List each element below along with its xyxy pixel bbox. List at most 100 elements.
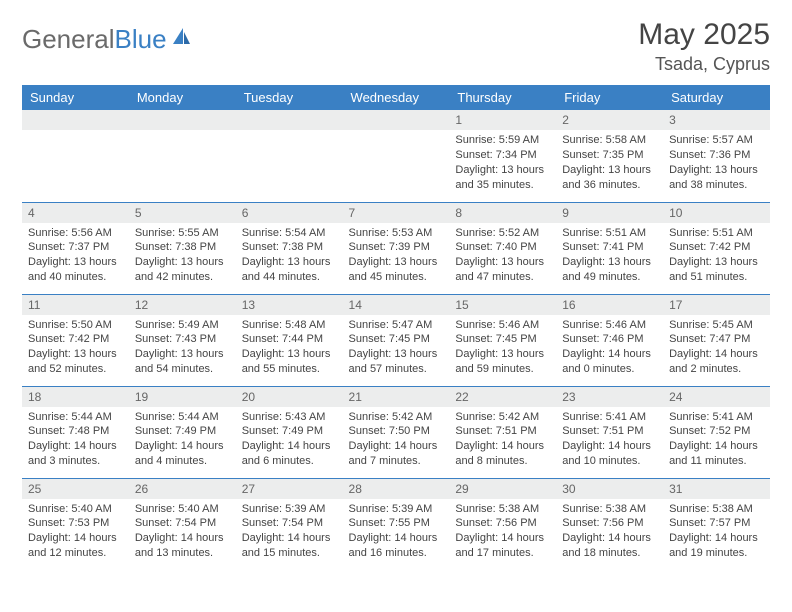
daylight-text: Daylight: 14 hours and 6 minutes. [242, 439, 337, 469]
calendar-cell: 25Sunrise: 5:40 AMSunset: 7:53 PMDayligh… [22, 478, 129, 570]
sunset-text: Sunset: 7:51 PM [455, 424, 550, 439]
day-data: Sunrise: 5:53 AMSunset: 7:39 PMDaylight:… [343, 223, 450, 289]
day-number: 12 [129, 295, 236, 315]
calendar-cell: 4Sunrise: 5:56 AMSunset: 7:37 PMDaylight… [22, 202, 129, 294]
calendar-cell: 26Sunrise: 5:40 AMSunset: 7:54 PMDayligh… [129, 478, 236, 570]
day-number: 2 [556, 110, 663, 130]
calendar-row: 1Sunrise: 5:59 AMSunset: 7:34 PMDaylight… [22, 110, 770, 202]
day-number: 4 [22, 203, 129, 223]
day-data: Sunrise: 5:39 AMSunset: 7:55 PMDaylight:… [343, 499, 450, 565]
day-data: Sunrise: 5:48 AMSunset: 7:44 PMDaylight:… [236, 315, 343, 381]
sunrise-text: Sunrise: 5:44 AM [28, 410, 123, 425]
daylight-text: Daylight: 14 hours and 16 minutes. [349, 531, 444, 561]
day-number: 26 [129, 479, 236, 499]
weekday-header: Sunday [22, 85, 129, 110]
calendar-cell: 27Sunrise: 5:39 AMSunset: 7:54 PMDayligh… [236, 478, 343, 570]
day-number: 18 [22, 387, 129, 407]
sunrise-text: Sunrise: 5:46 AM [562, 318, 657, 333]
sunrise-text: Sunrise: 5:42 AM [455, 410, 550, 425]
day-data: Sunrise: 5:38 AMSunset: 7:57 PMDaylight:… [663, 499, 770, 565]
sunset-text: Sunset: 7:57 PM [669, 516, 764, 531]
day-data: Sunrise: 5:38 AMSunset: 7:56 PMDaylight:… [449, 499, 556, 565]
day-number: 8 [449, 203, 556, 223]
day-data: Sunrise: 5:41 AMSunset: 7:51 PMDaylight:… [556, 407, 663, 473]
weekday-header: Tuesday [236, 85, 343, 110]
day-data: Sunrise: 5:44 AMSunset: 7:49 PMDaylight:… [129, 407, 236, 473]
day-number: 10 [663, 203, 770, 223]
sunrise-text: Sunrise: 5:59 AM [455, 133, 550, 148]
day-number: 14 [343, 295, 450, 315]
day-data: Sunrise: 5:58 AMSunset: 7:35 PMDaylight:… [556, 130, 663, 196]
sunrise-text: Sunrise: 5:44 AM [135, 410, 230, 425]
sunset-text: Sunset: 7:35 PM [562, 148, 657, 163]
day-data: Sunrise: 5:44 AMSunset: 7:48 PMDaylight:… [22, 407, 129, 473]
day-number: 3 [663, 110, 770, 130]
day-number: 24 [663, 387, 770, 407]
day-number: 29 [449, 479, 556, 499]
day-data: Sunrise: 5:40 AMSunset: 7:53 PMDaylight:… [22, 499, 129, 565]
logo-text: GeneralBlue [22, 24, 167, 55]
sunrise-text: Sunrise: 5:42 AM [349, 410, 444, 425]
day-number: 13 [236, 295, 343, 315]
sunset-text: Sunset: 7:56 PM [562, 516, 657, 531]
calendar-cell: 31Sunrise: 5:38 AMSunset: 7:57 PMDayligh… [663, 478, 770, 570]
daylight-text: Daylight: 13 hours and 40 minutes. [28, 255, 123, 285]
day-number: 17 [663, 295, 770, 315]
sunset-text: Sunset: 7:39 PM [349, 240, 444, 255]
day-data: Sunrise: 5:54 AMSunset: 7:38 PMDaylight:… [236, 223, 343, 289]
day-data: Sunrise: 5:42 AMSunset: 7:50 PMDaylight:… [343, 407, 450, 473]
sunset-text: Sunset: 7:44 PM [242, 332, 337, 347]
daylight-text: Daylight: 13 hours and 49 minutes. [562, 255, 657, 285]
sunrise-text: Sunrise: 5:41 AM [669, 410, 764, 425]
daylight-text: Daylight: 14 hours and 15 minutes. [242, 531, 337, 561]
sunrise-text: Sunrise: 5:51 AM [562, 226, 657, 241]
day-number [22, 110, 129, 130]
calendar-cell [129, 110, 236, 202]
calendar-cell: 19Sunrise: 5:44 AMSunset: 7:49 PMDayligh… [129, 386, 236, 478]
calendar-cell: 5Sunrise: 5:55 AMSunset: 7:38 PMDaylight… [129, 202, 236, 294]
sunset-text: Sunset: 7:45 PM [349, 332, 444, 347]
daylight-text: Daylight: 14 hours and 17 minutes. [455, 531, 550, 561]
sunset-text: Sunset: 7:56 PM [455, 516, 550, 531]
sunset-text: Sunset: 7:37 PM [28, 240, 123, 255]
daylight-text: Daylight: 14 hours and 10 minutes. [562, 439, 657, 469]
sunrise-text: Sunrise: 5:47 AM [349, 318, 444, 333]
day-number: 21 [343, 387, 450, 407]
calendar-row: 4Sunrise: 5:56 AMSunset: 7:37 PMDaylight… [22, 202, 770, 294]
day-data: Sunrise: 5:47 AMSunset: 7:45 PMDaylight:… [343, 315, 450, 381]
title-block: May 2025 Tsada, Cyprus [638, 18, 770, 75]
day-number: 15 [449, 295, 556, 315]
day-number: 31 [663, 479, 770, 499]
weekday-header: Thursday [449, 85, 556, 110]
calendar-cell: 16Sunrise: 5:46 AMSunset: 7:46 PMDayligh… [556, 294, 663, 386]
calendar-cell: 14Sunrise: 5:47 AMSunset: 7:45 PMDayligh… [343, 294, 450, 386]
day-data: Sunrise: 5:57 AMSunset: 7:36 PMDaylight:… [663, 130, 770, 196]
header: GeneralBlue May 2025 Tsada, Cyprus [22, 18, 770, 75]
sunset-text: Sunset: 7:40 PM [455, 240, 550, 255]
daylight-text: Daylight: 14 hours and 13 minutes. [135, 531, 230, 561]
weekday-header-row: Sunday Monday Tuesday Wednesday Thursday… [22, 85, 770, 110]
day-data: Sunrise: 5:52 AMSunset: 7:40 PMDaylight:… [449, 223, 556, 289]
sunset-text: Sunset: 7:34 PM [455, 148, 550, 163]
calendar-cell: 22Sunrise: 5:42 AMSunset: 7:51 PMDayligh… [449, 386, 556, 478]
sunrise-text: Sunrise: 5:52 AM [455, 226, 550, 241]
calendar-cell: 30Sunrise: 5:38 AMSunset: 7:56 PMDayligh… [556, 478, 663, 570]
daylight-text: Daylight: 14 hours and 8 minutes. [455, 439, 550, 469]
calendar-cell [343, 110, 450, 202]
day-data: Sunrise: 5:38 AMSunset: 7:56 PMDaylight:… [556, 499, 663, 565]
day-data: Sunrise: 5:50 AMSunset: 7:42 PMDaylight:… [22, 315, 129, 381]
day-data: Sunrise: 5:41 AMSunset: 7:52 PMDaylight:… [663, 407, 770, 473]
sunset-text: Sunset: 7:54 PM [135, 516, 230, 531]
sunrise-text: Sunrise: 5:50 AM [28, 318, 123, 333]
calendar-cell: 24Sunrise: 5:41 AMSunset: 7:52 PMDayligh… [663, 386, 770, 478]
sunrise-text: Sunrise: 5:43 AM [242, 410, 337, 425]
calendar-cell: 15Sunrise: 5:46 AMSunset: 7:45 PMDayligh… [449, 294, 556, 386]
daylight-text: Daylight: 13 hours and 44 minutes. [242, 255, 337, 285]
day-number: 27 [236, 479, 343, 499]
day-data: Sunrise: 5:45 AMSunset: 7:47 PMDaylight:… [663, 315, 770, 381]
calendar-cell [22, 110, 129, 202]
daylight-text: Daylight: 13 hours and 36 minutes. [562, 163, 657, 193]
day-number [236, 110, 343, 130]
day-data: Sunrise: 5:49 AMSunset: 7:43 PMDaylight:… [129, 315, 236, 381]
calendar-cell: 2Sunrise: 5:58 AMSunset: 7:35 PMDaylight… [556, 110, 663, 202]
